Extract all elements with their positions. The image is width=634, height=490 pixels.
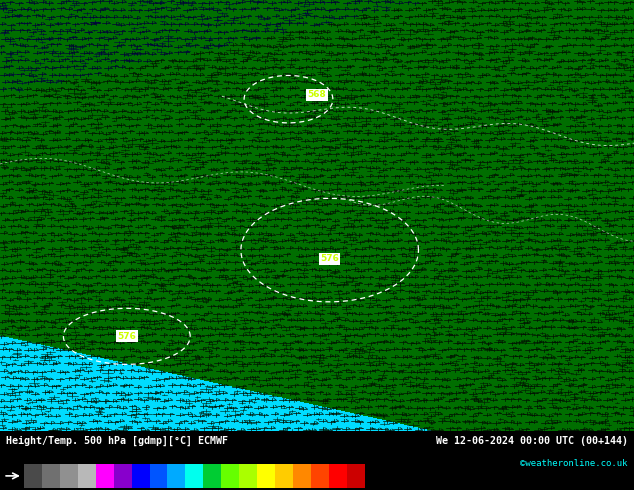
Text: 568: 568 <box>307 90 327 99</box>
Bar <box>347 464 365 488</box>
Text: ©weatheronline.co.uk: ©weatheronline.co.uk <box>520 460 628 468</box>
Bar <box>275 464 293 488</box>
Bar <box>328 464 347 488</box>
Bar <box>167 464 185 488</box>
Bar <box>150 464 167 488</box>
Text: Height/Temp. 500 hPa [gdmp][°C] ECMWF: Height/Temp. 500 hPa [gdmp][°C] ECMWF <box>6 436 228 446</box>
Bar <box>257 464 275 488</box>
Bar <box>42 464 60 488</box>
Bar <box>293 464 311 488</box>
Bar <box>239 464 257 488</box>
Bar <box>132 464 150 488</box>
Text: 576: 576 <box>117 332 136 341</box>
Text: 576: 576 <box>320 254 339 263</box>
Text: We 12-06-2024 00:00 UTC (00+144): We 12-06-2024 00:00 UTC (00+144) <box>436 436 628 446</box>
Bar <box>204 464 221 488</box>
Bar <box>185 464 204 488</box>
Bar <box>221 464 239 488</box>
Bar <box>24 464 42 488</box>
Bar <box>311 464 328 488</box>
Bar <box>96 464 113 488</box>
Bar <box>113 464 132 488</box>
Bar <box>60 464 78 488</box>
Bar <box>78 464 96 488</box>
